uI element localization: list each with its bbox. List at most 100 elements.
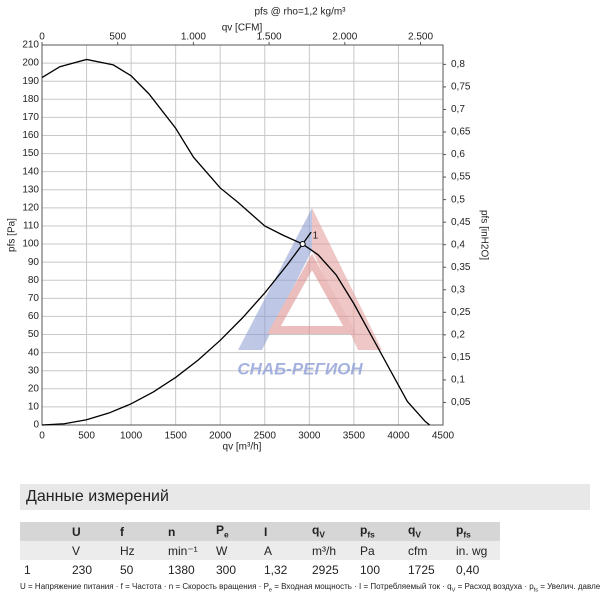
description: = Потребляемый ток (363, 582, 441, 591)
y-tick-label: 150 (22, 148, 39, 159)
footnote-item: pfs = Увелич. давления (529, 582, 600, 594)
y2-tick-label: 0,5 (451, 194, 465, 205)
footnote-item: qV = Расход воздуха (447, 582, 523, 594)
symbol: n (168, 524, 176, 539)
y-tick-label: 50 (28, 329, 40, 340)
unit-cell: Hz (120, 543, 135, 558)
y-tick-label: 210 (22, 40, 39, 51)
subscript: V (319, 529, 325, 540)
data-cell: 300 (216, 562, 237, 577)
y2-tick-label: 0,3 (451, 284, 465, 295)
symbol: q (447, 582, 452, 591)
y-tick-label: 90 (28, 257, 40, 268)
y-tick-label: 40 (28, 347, 40, 358)
x2-tick-label: 500 (109, 32, 126, 43)
watermark-logo (238, 208, 382, 350)
symbol: U (20, 582, 26, 591)
unit-cell: A (264, 543, 273, 558)
header-cell: I (260, 522, 308, 541)
x-tick-label: 3500 (343, 431, 366, 442)
x-tick-label: 4000 (387, 431, 410, 442)
subscript: fs (533, 587, 539, 594)
y2-tick-label: 0,6 (451, 149, 465, 160)
unit-cell: in. wg (456, 543, 488, 558)
separator: · (440, 582, 448, 591)
y2-tick-label: 0,7 (451, 104, 465, 115)
y2-tick-label: 0,25 (451, 307, 471, 318)
y2-axis-title: pfs [inH2O] (478, 210, 489, 260)
separator: · (351, 582, 360, 591)
y2-tick-label: 0,55 (451, 172, 471, 183)
symbol: I (359, 582, 362, 591)
x-tick-label: 1000 (120, 431, 143, 442)
y-tick-label: 160 (22, 130, 39, 141)
x-tick-label: 500 (78, 431, 95, 442)
subscript: V (415, 529, 421, 540)
table-title: Данные измерений (20, 484, 590, 510)
y2-tick-label: 0,4 (451, 239, 465, 250)
footnote-item: f = Частота (121, 582, 162, 591)
x2-tick-label: 1.000 (181, 32, 206, 43)
y2-tick-label: 0,65 (451, 127, 471, 138)
description: = Увелич. давления (540, 582, 600, 591)
subscript: fs (367, 529, 375, 540)
header-cell: pfs (452, 522, 500, 541)
y2-tick-label: 0,1 (451, 375, 465, 386)
y-tick-label: 120 (22, 202, 39, 213)
y-tick-label: 70 (28, 293, 40, 304)
footnote-item: n = Скорость вращения (169, 582, 257, 591)
data-cell: 1380 (168, 562, 195, 577)
y-tick-label: 0 (33, 420, 39, 431)
subscript: e (268, 587, 273, 594)
footnote-item: U = Напряжение питания (20, 582, 114, 591)
separator: · (522, 582, 530, 591)
data-cell: 1,32 (264, 562, 288, 577)
unit-cell: min⁻¹ (168, 543, 198, 558)
description: = Напряжение питания (28, 582, 114, 591)
separator: · (161, 582, 169, 591)
unit-cell: Pa (360, 543, 375, 558)
data-cell: 2925 (312, 562, 339, 577)
y2-tick-label: 0,15 (451, 352, 471, 363)
y2-tick-label: 0,05 (451, 397, 471, 408)
x2-tick-label: 2.000 (332, 32, 357, 43)
separator: · (256, 582, 264, 591)
symbol: q (312, 523, 320, 538)
symbol: U (72, 524, 81, 539)
y2-tick-label: 0,75 (451, 82, 471, 93)
x2-tick-label: 1.500 (257, 32, 282, 43)
y-tick-label: 10 (28, 402, 40, 413)
symbol: p (456, 523, 464, 538)
subscript: fs (463, 529, 471, 540)
symbol: q (408, 523, 416, 538)
annotation: 1 (313, 231, 319, 242)
data-cell: 0,40 (456, 562, 480, 577)
y2-tick-label: 0,35 (451, 262, 471, 273)
data-cell: 50 (120, 562, 134, 577)
x-tick-label: 3000 (298, 431, 321, 442)
unit-cell: W (216, 543, 228, 558)
description: = Расход воздуха (457, 582, 523, 591)
curve (41, 58, 431, 426)
x2-tick-label: 2.500 (408, 32, 433, 43)
y-tick-label: 180 (22, 94, 39, 105)
y-tick-label: 130 (22, 184, 39, 195)
separator: · (113, 582, 121, 591)
x-tick-label: 0 (39, 431, 45, 442)
symbol: p (360, 523, 368, 538)
x2-tick-label: 0 (39, 32, 45, 43)
y-tick-label: 110 (23, 221, 39, 232)
unit-cell: m³/h (312, 543, 336, 558)
x-tick-label: 2000 (209, 431, 232, 442)
y-tick-label: 200 (22, 58, 39, 69)
symbol: f (120, 524, 124, 539)
y-tick-label: 20 (28, 383, 40, 394)
y-tick-label: 190 (22, 76, 39, 87)
y-axis-title: pfs [Pa] (7, 218, 18, 252)
symbol: I (264, 524, 268, 539)
chart-title: pfs @ rho=1,2 kg/m³ (254, 7, 346, 18)
watermark: СНАБ-РЕГИОН (237, 359, 363, 378)
